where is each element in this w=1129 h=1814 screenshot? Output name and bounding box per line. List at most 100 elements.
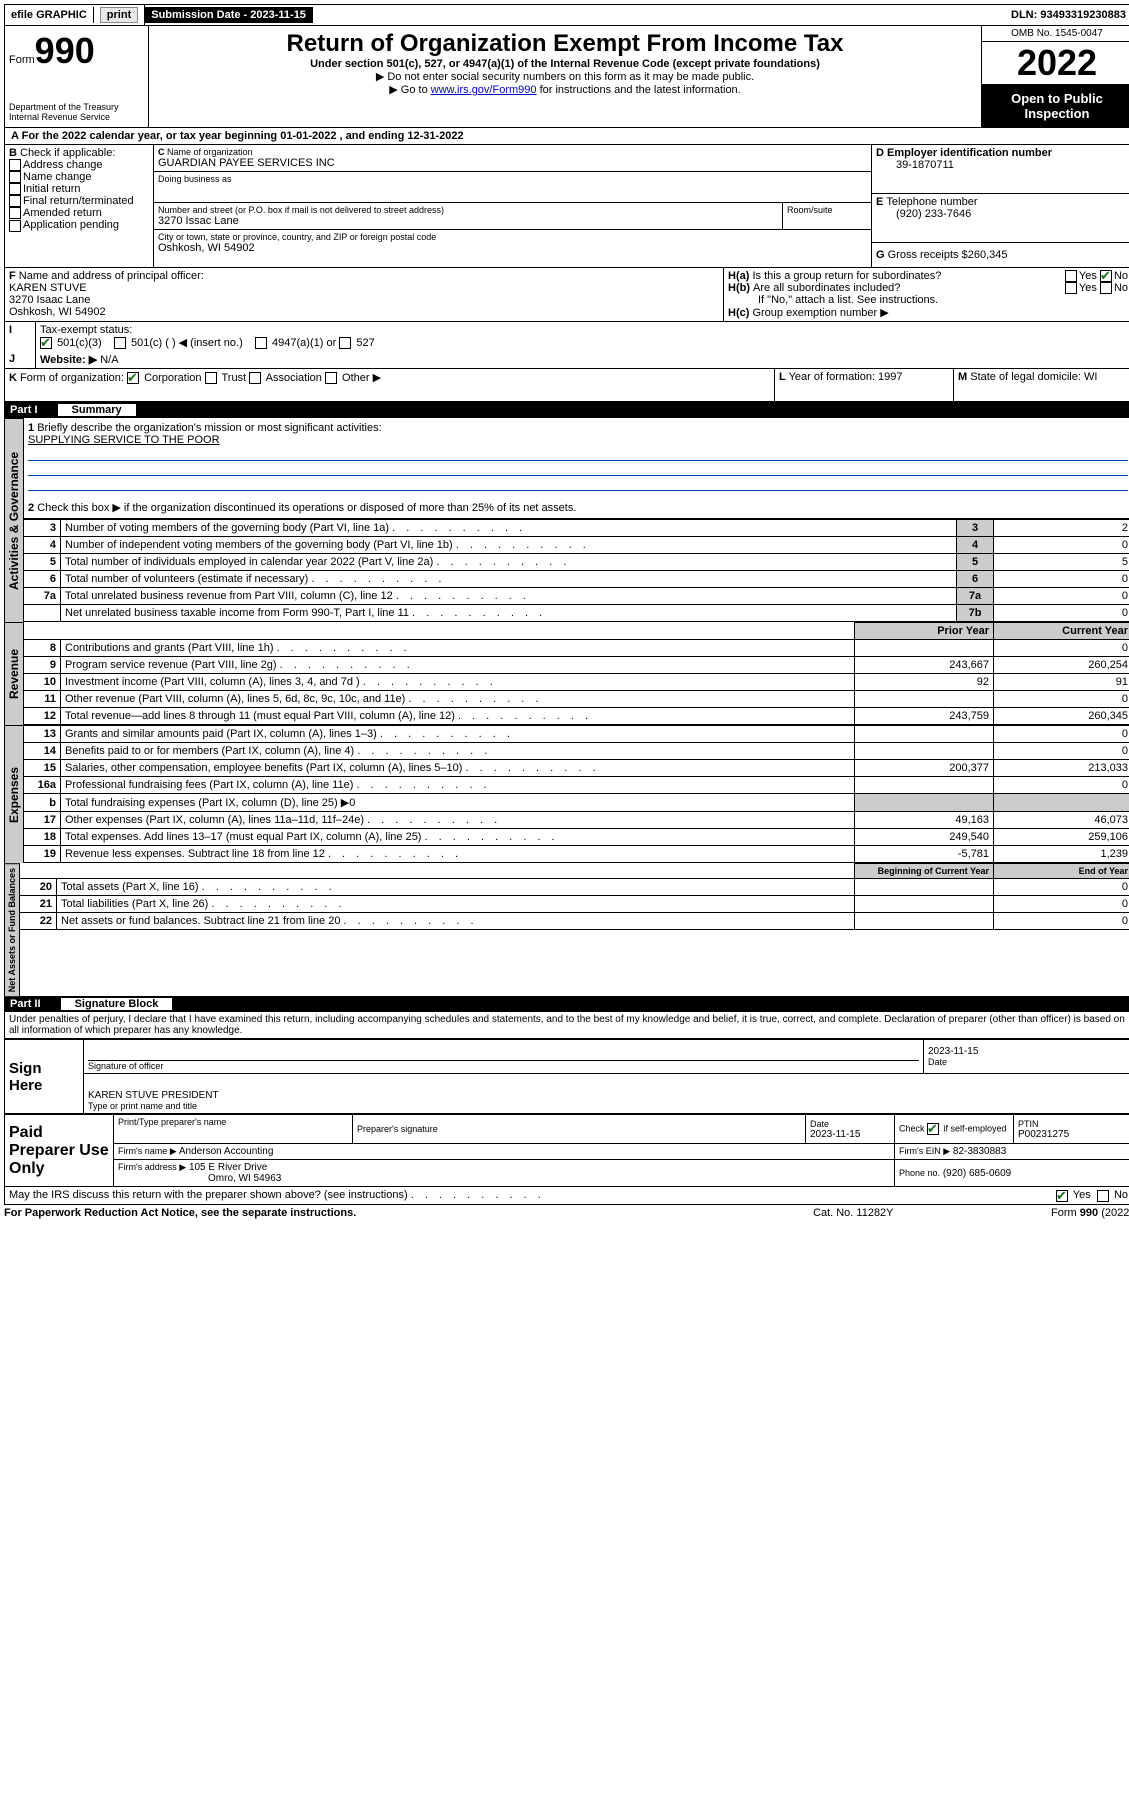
street-label: Number and street (or P.O. box if mail i… <box>158 205 778 215</box>
irs-link[interactable]: www.irs.gov/Form990 <box>431 84 537 96</box>
firm-ein-label: Firm's EIN ▶ <box>899 1146 950 1156</box>
line-text: Number of independent voting members of … <box>61 537 957 554</box>
chk-other[interactable] <box>325 372 337 384</box>
chk-assoc[interactable] <box>249 372 261 384</box>
chk-corp[interactable] <box>127 372 139 384</box>
chk-amended[interactable] <box>9 207 21 219</box>
footer-mid: Cat. No. 11282Y <box>813 1207 993 1219</box>
part1-body: Activities & Governance 1 Briefly descri… <box>4 418 1129 622</box>
section-c: C Name of organization GUARDIAN PAYEE SE… <box>154 145 872 267</box>
chk-pending[interactable] <box>9 220 21 232</box>
line-num: 21 <box>20 896 57 913</box>
chk-final[interactable] <box>9 195 21 207</box>
curr-val: 0 <box>994 691 1129 708</box>
line-num: 14 <box>24 743 61 760</box>
part2-label: Part II <box>10 998 61 1010</box>
prior-val <box>855 640 994 657</box>
q1-label: Briefly describe the organization's miss… <box>37 422 381 434</box>
line-val: 5 <box>994 554 1129 571</box>
curr-val: 0 <box>994 777 1129 794</box>
curr-val: 0 <box>994 913 1129 930</box>
city: Oshkosh, WI 54902 <box>158 242 867 254</box>
tax-year: 2022 <box>982 42 1129 85</box>
line-text: Total liabilities (Part X, line 26) <box>57 896 855 913</box>
discuss-no-label: No <box>1114 1189 1128 1201</box>
mission-line <box>28 461 1128 476</box>
line-num: 16a <box>24 777 61 794</box>
line-num: 6 <box>24 571 61 588</box>
ein: 39-1870711 <box>876 159 1128 171</box>
d-label: Employer identification number <box>887 147 1052 159</box>
pt-check-label: Check <box>899 1124 927 1134</box>
ha-no[interactable] <box>1100 270 1112 282</box>
section-f-h: F Name and address of principal officer:… <box>4 268 1129 322</box>
section-klm: K Form of organization: Corporation Trus… <box>4 369 1129 402</box>
prior-val: 243,759 <box>855 708 994 725</box>
print-button[interactable]: print <box>100 7 138 23</box>
mission-line <box>28 446 1128 461</box>
ha-yes[interactable] <box>1065 270 1077 282</box>
opt-other: Other ▶ <box>342 372 381 384</box>
expenses-table: 13 Grants and similar amounts paid (Part… <box>24 725 1129 863</box>
line-num: 13 <box>24 726 61 743</box>
firm-name-label: Firm's name ▶ <box>118 1146 177 1156</box>
officer-name-title: KAREN STUVE PRESIDENT <box>88 1090 1128 1101</box>
note-link: ▶ Go to www.irs.gov/Form990 for instruct… <box>153 83 977 96</box>
opt-501c: 501(c) ( ) ◀ (insert no.) <box>131 337 243 349</box>
page-title: Return of Organization Exempt From Incom… <box>153 30 977 58</box>
chk-527[interactable] <box>339 337 351 349</box>
pt-name-label: Print/Type preparer's name <box>118 1117 348 1127</box>
chk-501c[interactable] <box>114 337 126 349</box>
curr-val: 260,254 <box>994 657 1129 674</box>
line-ref: 7b <box>957 605 994 622</box>
efile-label: efile GRAPHIC <box>5 7 94 23</box>
chk-name[interactable] <box>9 171 21 183</box>
line-num: 22 <box>20 913 57 930</box>
chk-address[interactable] <box>9 159 21 171</box>
i-letter: I <box>5 322 36 351</box>
line-text: Revenue less expenses. Subtract line 18 … <box>61 846 855 863</box>
chk-501c3[interactable] <box>40 337 52 349</box>
chk-initial[interactable] <box>9 183 21 195</box>
hb-yes[interactable] <box>1065 282 1077 294</box>
discuss-no[interactable] <box>1097 1190 1109 1202</box>
omb-label: OMB No. 1545-0047 <box>982 26 1129 42</box>
irs-label: Internal Revenue Service <box>9 112 144 122</box>
form-header: Form990 Department of the Treasury Inter… <box>4 26 1129 128</box>
line-text: Total assets (Part X, line 16) <box>57 879 855 896</box>
print-cell: print <box>94 5 145 25</box>
discuss-yes[interactable] <box>1056 1190 1068 1202</box>
m-label: State of legal domicile: WI <box>970 371 1097 383</box>
hb-no[interactable] <box>1100 282 1112 294</box>
footer-right: Form 990 (2022) <box>993 1207 1129 1219</box>
ptin-label: PTIN <box>1018 1119 1128 1129</box>
chk-4947[interactable] <box>255 337 267 349</box>
line-ref: 7a <box>957 588 994 605</box>
ptin: P00231275 <box>1018 1129 1128 1140</box>
officer-name: KAREN STUVE <box>9 282 719 294</box>
prior-val <box>855 794 994 812</box>
footer: For Paperwork Reduction Act Notice, see … <box>4 1205 1129 1221</box>
discuss-row: May the IRS discuss this return with the… <box>4 1187 1129 1204</box>
opt-527: 527 <box>356 337 374 349</box>
tab-revenue: Revenue <box>4 622 24 725</box>
hb-yes-label: Yes <box>1079 282 1097 294</box>
line-text: Total unrelated business revenue from Pa… <box>61 588 957 605</box>
curr-val: 0 <box>994 743 1129 760</box>
j-label: Website: ▶ <box>40 354 97 366</box>
section-b: B Check if applicable: Address change Na… <box>5 145 154 267</box>
calendar-year-text: For the 2022 calendar year, or tax year … <box>22 130 464 142</box>
dept-label: Department of the Treasury <box>9 102 144 112</box>
j-letter: J <box>5 351 36 368</box>
line-text: Total revenue—add lines 8 through 11 (mu… <box>61 708 855 725</box>
chk-self-employed[interactable] <box>927 1123 939 1135</box>
firm-addr: 105 E River Drive <box>189 1162 267 1173</box>
header-left: Form990 Department of the Treasury Inter… <box>5 26 149 127</box>
note2-pre: ▶ Go to <box>389 84 430 96</box>
hc-label: Group exemption number ▶ <box>752 307 888 319</box>
e-label: Telephone number <box>886 196 977 208</box>
j-content: Website: ▶ N/A <box>36 351 1129 368</box>
line-num: 9 <box>24 657 61 674</box>
chk-trust[interactable] <box>205 372 217 384</box>
opt-corp: Corporation <box>144 372 201 384</box>
